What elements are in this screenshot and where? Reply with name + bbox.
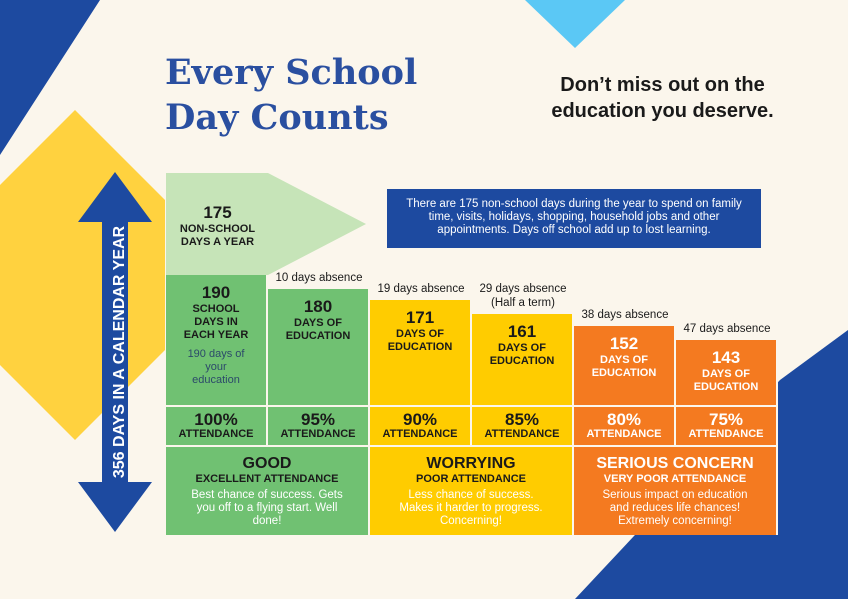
non-school-label: NON-SCHOOL DAYS A YEAR xyxy=(179,223,256,248)
days-label: DAYS OF EDUCATION xyxy=(387,328,453,353)
attendance-cell: 80% ATTENDANCE xyxy=(574,405,676,445)
days-label: DAYS OF EDUCATION xyxy=(591,354,657,379)
absence-text: 29 days absence xyxy=(479,283,567,295)
band: WORRYING POOR ATTENDANCE Less chance of su… xyxy=(370,445,574,535)
days: 161 xyxy=(507,322,537,341)
attendance-cell: 85% ATTENDANCE xyxy=(472,405,574,445)
attendance-cell: 75% ATTENDANCE xyxy=(676,405,778,445)
tagline: Don’t miss out on the education you dese… xyxy=(551,74,774,122)
blue-triangle xyxy=(0,0,100,155)
band-text: Serious impact on education and reduces … xyxy=(602,489,748,527)
band-subtitle: POOR ATTENDANCE xyxy=(416,473,526,485)
band-subtitle: EXCELLENT ATTENDANCE xyxy=(195,473,339,485)
percent: 85% xyxy=(504,410,540,429)
days-label: SCHOOL DAYS IN EACH YEAR xyxy=(183,303,249,341)
absence-text: 38 days absence xyxy=(581,309,669,321)
attendance-label: ATTENDANCE xyxy=(688,428,764,440)
column: 161 DAYS OF EDUCATION xyxy=(472,314,574,405)
band: GOOD EXCELLENT ATTENDANCE Best chance of s… xyxy=(166,445,370,535)
band-title: WORRYING xyxy=(426,455,516,472)
days: 171 xyxy=(405,308,435,327)
percent: 100% xyxy=(194,410,238,429)
absence-text: 10 days absence xyxy=(275,272,363,284)
attendance-label: ATTENDANCE xyxy=(382,428,458,440)
days-label: DAYS OF EDUCATION xyxy=(693,368,759,393)
absence-note: (Half a term) xyxy=(491,297,555,309)
non-school: 175 NON-SCHOOL DAYS A YEAR xyxy=(175,203,260,249)
percent: 90% xyxy=(402,410,438,429)
band-title: SERIOUS CONCERN xyxy=(596,455,754,472)
absence: 29 days absence (Half a term) xyxy=(472,282,574,310)
band: SERIOUS CONCERN VERY POOR ATTENDANCE Serio… xyxy=(574,445,778,535)
non-school-number: 175 xyxy=(203,203,232,222)
column: 143 DAYS OF EDUCATION xyxy=(676,340,778,405)
days: 152 xyxy=(609,334,639,353)
absence: 47 days absence xyxy=(676,322,778,336)
days-note: 190 days of your education xyxy=(187,348,245,386)
band-subtitle: VERY POOR ATTENDANCE xyxy=(603,473,747,485)
attendance-label: ATTENDANCE xyxy=(586,428,662,440)
absence: 19 days absence xyxy=(370,282,472,296)
side-label: 356 DAYS IN A CALENDAR YEAR xyxy=(111,225,128,478)
attendance-label: ATTENDANCE xyxy=(178,428,254,440)
absence-text: 47 days absence xyxy=(683,323,771,335)
column: 190 SCHOOL DAYS IN EACH YEAR 190 days of y… xyxy=(166,275,268,405)
yellow-hexagon xyxy=(0,110,165,440)
lightblue-triangle xyxy=(525,0,625,48)
absence-text: 19 days absence xyxy=(377,283,465,295)
days: 143 xyxy=(711,348,741,367)
days-label: DAYS OF EDUCATION xyxy=(285,317,351,342)
column: 171 DAYS OF EDUCATION xyxy=(370,300,472,405)
attendance-cell: 100% ATTENDANCE xyxy=(166,405,268,445)
info-box: There are 175 non-school days during the… xyxy=(387,189,761,248)
percent: 80% xyxy=(606,410,642,429)
band-title: GOOD xyxy=(242,455,292,472)
attendance-label: ATTENDANCE xyxy=(280,428,356,440)
title: Every School xyxy=(165,52,418,93)
attendance-cell: 95% ATTENDANCE xyxy=(268,405,370,445)
percent: 75% xyxy=(708,410,744,429)
attendance-label: ATTENDANCE xyxy=(484,428,560,440)
absence: 10 days absence xyxy=(268,271,370,285)
days: 180 xyxy=(303,297,333,316)
column: 180 DAYS OF EDUCATION xyxy=(268,289,370,405)
non-school-arrow xyxy=(166,173,366,275)
days-label: DAYS OF EDUCATION xyxy=(489,342,555,367)
percent: 95% xyxy=(300,410,336,429)
absence: 38 days absence xyxy=(574,308,676,322)
days: 190 xyxy=(201,283,231,302)
calendar-arrow xyxy=(78,172,152,532)
band-text: Less chance of success. Makes it harder … xyxy=(399,489,543,527)
column: 152 DAYS OF EDUCATION xyxy=(574,326,676,405)
attendance-cell: 90% ATTENDANCE xyxy=(370,405,472,445)
title: Day Counts xyxy=(165,97,389,138)
band-text: Best chance of success. Gets you off to … xyxy=(191,489,343,527)
